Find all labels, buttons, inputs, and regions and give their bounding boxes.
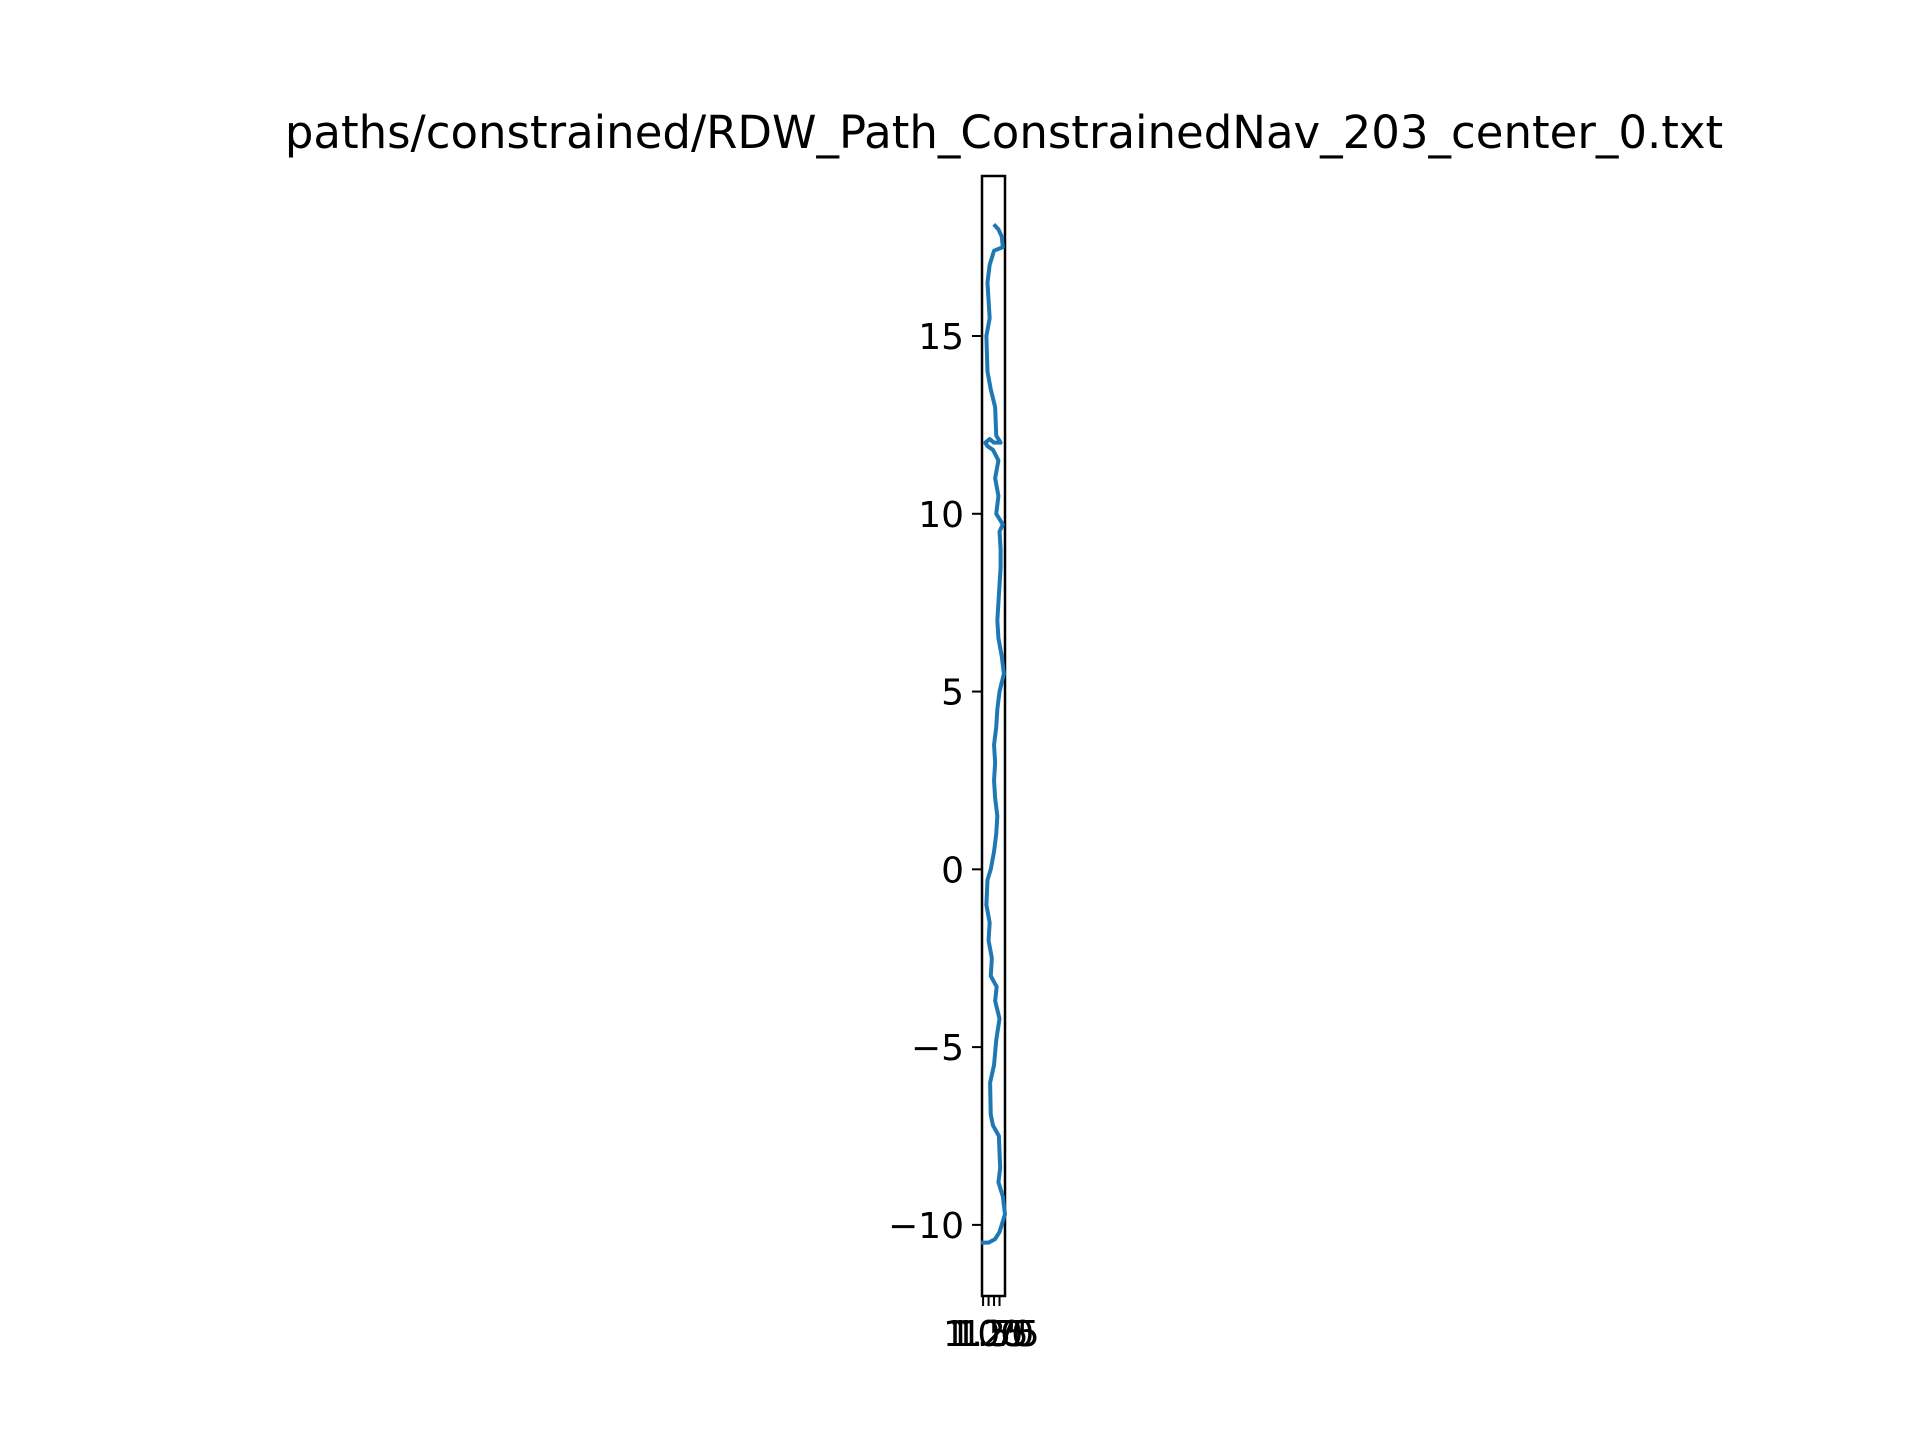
x-tick-label-3: 1.75 [959, 1314, 1039, 1355]
y-tick-label-0: −10 [888, 1206, 964, 1247]
x-tick-label-1: 1.25 [948, 1314, 1028, 1355]
y-tick-label-4: 10 [918, 495, 964, 536]
x-tick-label-0: 1.00 [943, 1314, 1023, 1355]
chart-title: paths/constrained/RDW_Path_ConstrainedNa… [285, 106, 1723, 159]
y-tick-label-1: −5 [911, 1028, 964, 1069]
y-tick-label-5: 15 [918, 317, 964, 358]
series-line-0 [981, 222, 1007, 1245]
x-tick-label-2: 1.50 [954, 1314, 1034, 1355]
y-axis: −10 −5 0 5 10 15 [888, 317, 982, 1247]
y-tick-label-2: 0 [941, 850, 964, 891]
plot-area [981, 222, 1007, 1245]
x-axis: 1.001.251.501.75 [943, 1296, 1040, 1355]
y-tick-label-3: 5 [941, 673, 964, 714]
